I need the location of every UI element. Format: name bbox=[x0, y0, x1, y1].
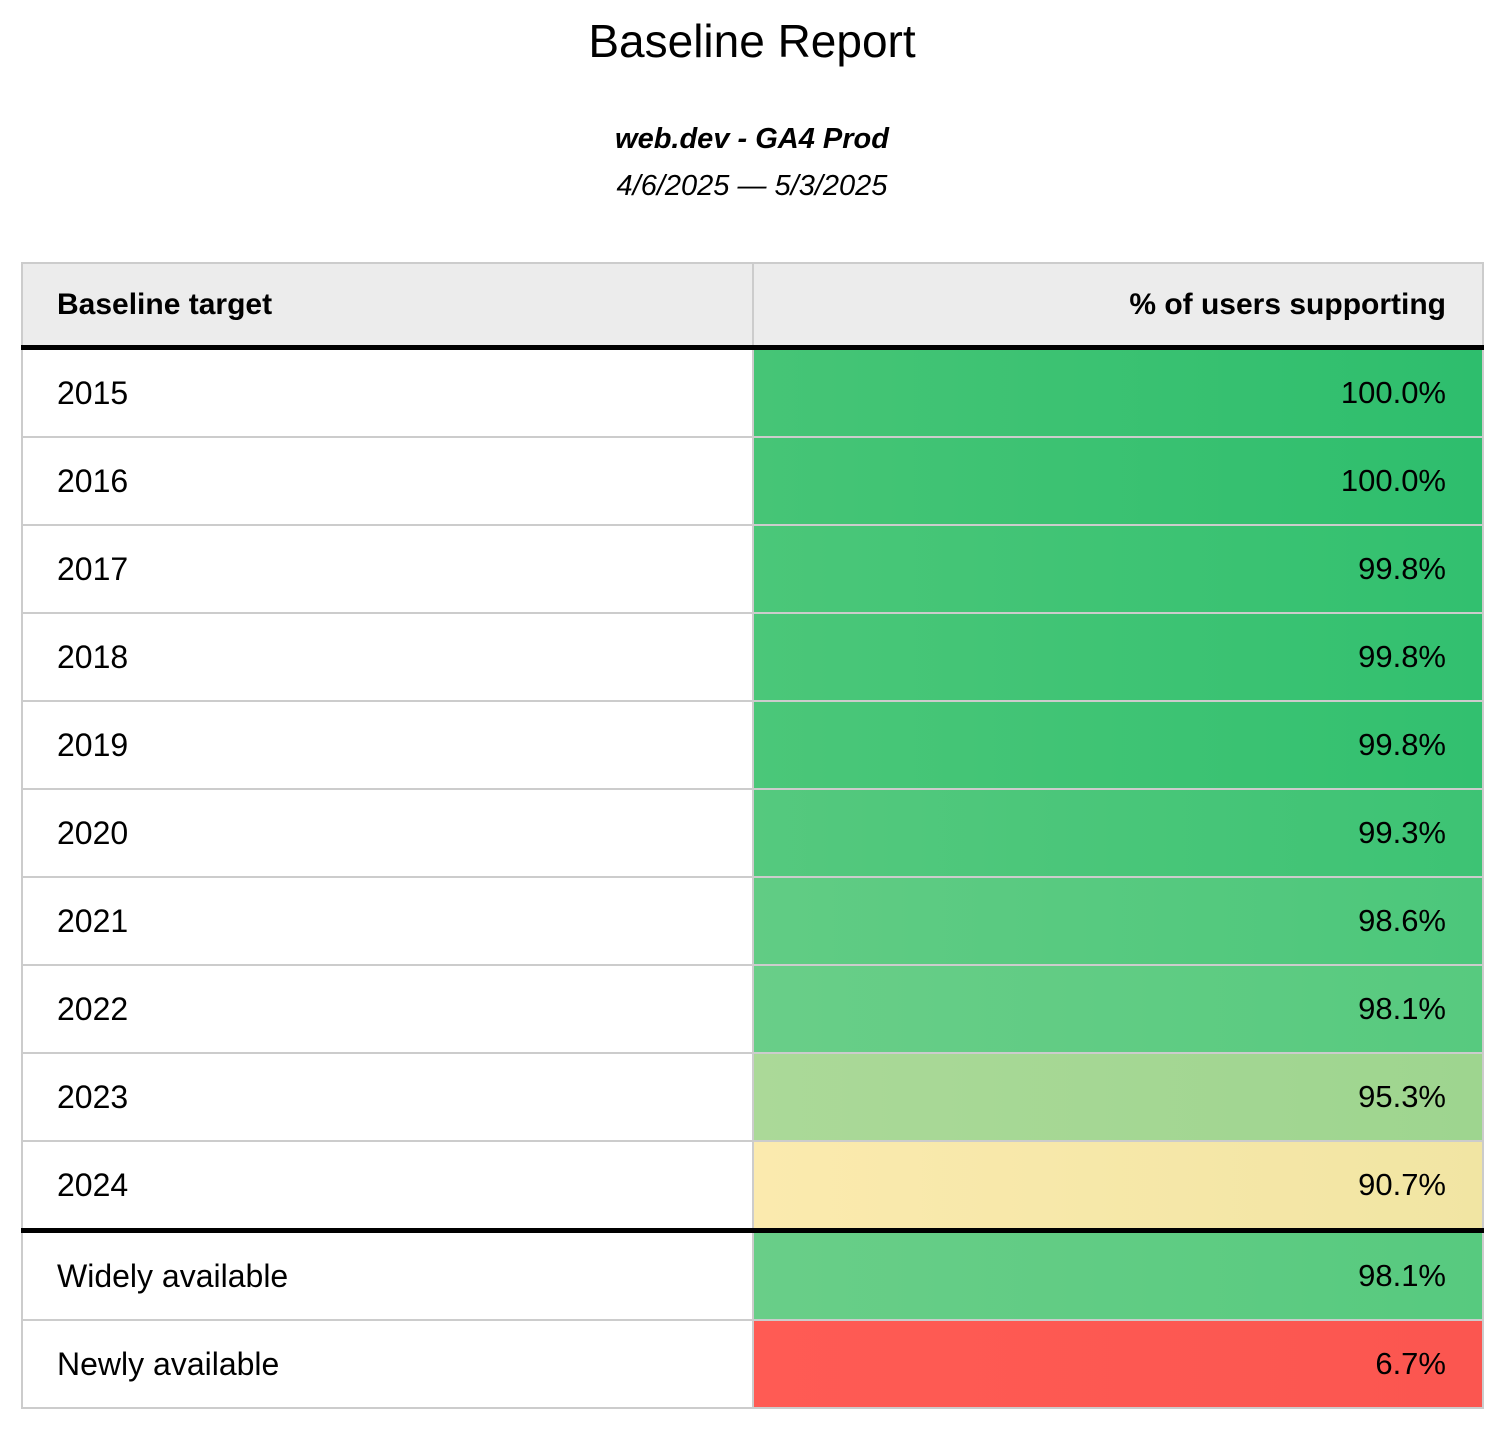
baseline-target-cell: 2019 bbox=[21, 700, 754, 790]
table-row: 2018 99.8% bbox=[21, 612, 1484, 702]
baseline-report-table: Baseline target % of users supporting 20… bbox=[21, 262, 1484, 1409]
header-row: Baseline target % of users supporting bbox=[21, 262, 1484, 350]
table-row: Widely available 98.1% bbox=[21, 1228, 1484, 1321]
percent-supporting-cell: 99.8% bbox=[751, 700, 1484, 790]
percent-supporting-cell: 98.6% bbox=[751, 876, 1484, 966]
table-row: Newly available 6.7% bbox=[21, 1319, 1484, 1409]
percent-supporting-cell: 98.1% bbox=[751, 1228, 1484, 1321]
table-row: 2017 99.8% bbox=[21, 524, 1484, 614]
baseline-target-cell: Widely available bbox=[21, 1228, 754, 1321]
baseline-target-cell: 2018 bbox=[21, 612, 754, 702]
table-body: 2015 100.0% 2016 100.0% 2017 99.8% 2018 … bbox=[21, 346, 1484, 1409]
baseline-target-cell: 2024 bbox=[21, 1140, 754, 1232]
table-row: 2021 98.6% bbox=[21, 876, 1484, 966]
baseline-target-cell: 2016 bbox=[21, 436, 754, 526]
table-row: 2023 95.3% bbox=[21, 1052, 1484, 1142]
baseline-target-cell: 2021 bbox=[21, 876, 754, 966]
percent-supporting-cell: 99.8% bbox=[751, 612, 1484, 702]
percent-supporting-cell: 100.0% bbox=[751, 436, 1484, 526]
percent-supporting-cell: 99.3% bbox=[751, 788, 1484, 878]
table-row: 2020 99.3% bbox=[21, 788, 1484, 878]
percent-supporting-cell: 99.8% bbox=[751, 524, 1484, 614]
table-row: 2016 100.0% bbox=[21, 436, 1484, 526]
baseline-target-cell: 2020 bbox=[21, 788, 754, 878]
column-header-baseline-target: Baseline target bbox=[21, 262, 754, 350]
baseline-target-cell: 2022 bbox=[21, 964, 754, 1054]
percent-supporting-cell: 6.7% bbox=[751, 1319, 1484, 1409]
table-header: Baseline target % of users supporting bbox=[21, 262, 1484, 350]
baseline-target-cell: Newly available bbox=[21, 1319, 754, 1409]
percent-supporting-cell: 100.0% bbox=[751, 346, 1484, 438]
report-date-range: 4/6/2025 — 5/3/2025 bbox=[616, 170, 888, 202]
table-row: 2024 90.7% bbox=[21, 1140, 1484, 1232]
table-row: 2015 100.0% bbox=[21, 346, 1484, 438]
percent-supporting-cell: 98.1% bbox=[751, 964, 1484, 1054]
report-property-name: web.dev - GA4 Prod bbox=[615, 123, 889, 155]
baseline-target-cell: 2023 bbox=[21, 1052, 754, 1142]
table-row: 2022 98.1% bbox=[21, 964, 1484, 1054]
baseline-target-cell: 2015 bbox=[21, 346, 754, 438]
page-title: Baseline Report bbox=[588, 15, 916, 67]
percent-supporting-cell: 90.7% bbox=[751, 1140, 1484, 1232]
column-header-percent-supporting: % of users supporting bbox=[751, 262, 1484, 350]
percent-supporting-cell: 95.3% bbox=[751, 1052, 1484, 1142]
baseline-target-cell: 2017 bbox=[21, 524, 754, 614]
table-row: 2019 99.8% bbox=[21, 700, 1484, 790]
